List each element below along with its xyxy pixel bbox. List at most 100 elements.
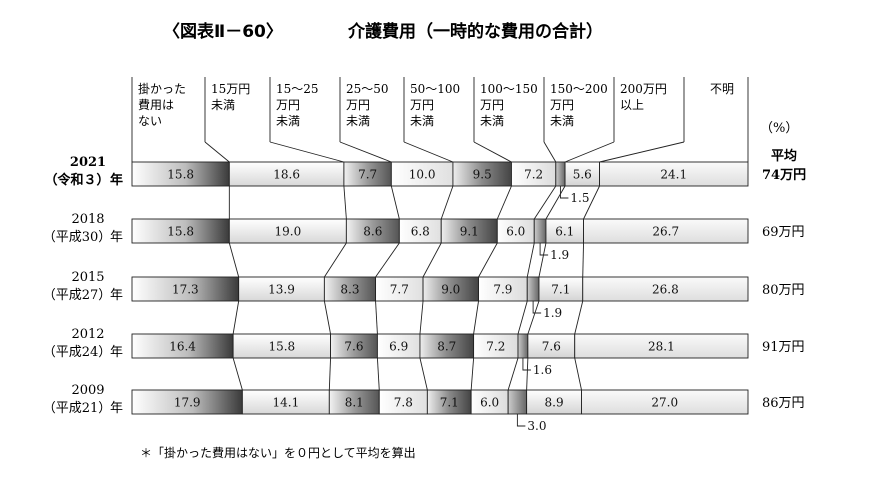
- bar-segment-over200: [526, 389, 582, 415]
- bar-segment-15to25: [345, 218, 400, 244]
- category-header-150to200: 150～200: [550, 82, 608, 96]
- category-header-lines: [131, 77, 749, 163]
- average-value: 74万円: [762, 168, 806, 183]
- data-label-100to150: 7.2: [524, 168, 543, 182]
- header-connector: [543, 141, 557, 163]
- connector-line: [545, 185, 566, 220]
- average-value: 80万円: [762, 283, 805, 298]
- bar-segment-15to25: [323, 276, 377, 302]
- header-connector: [339, 141, 392, 163]
- category-header-unknown: 不明: [710, 82, 734, 96]
- header-connector: [473, 141, 512, 163]
- category-header-15to25: 未満: [276, 114, 300, 128]
- bar-segment-50to100: [426, 389, 472, 415]
- bar-segment-none: [131, 161, 230, 187]
- year-label: 2015: [71, 270, 104, 285]
- connector-line: [507, 357, 519, 391]
- bar-segment-unknown: [581, 389, 749, 415]
- bar-segment-none: [131, 333, 234, 359]
- connector-line: [526, 242, 535, 278]
- header-connector: [564, 141, 615, 163]
- category-header-over200: 以上: [620, 98, 644, 112]
- category-header-over200: 200万円: [620, 82, 667, 96]
- category-header-25to50: 万円: [346, 98, 370, 112]
- data-label-100to150: 6.0: [506, 225, 525, 239]
- bar-segment-under15: [238, 276, 325, 302]
- data-label-15to25: 8.3: [340, 283, 359, 297]
- year-label: 2009: [71, 383, 104, 398]
- bar-segment-under15: [228, 161, 345, 187]
- bar-segment-none: [131, 389, 243, 415]
- data-label-150to200: 1.5: [570, 191, 589, 205]
- connector-line: [574, 300, 584, 335]
- bar-segment-over200: [538, 276, 584, 302]
- data-label-50to100: 8.7: [437, 340, 456, 354]
- data-label-under15: 19.0: [274, 225, 301, 239]
- connector-line: [422, 242, 442, 278]
- bar-segment-unknown: [583, 218, 749, 244]
- data-label-none: 15.8: [167, 225, 194, 239]
- bar-segment-over200: [564, 161, 600, 187]
- category-headers: 掛かった費用はない15万円未満15～25万円未満25～50万円未満50～100万…: [138, 81, 734, 128]
- segment-connectors: [228, 185, 600, 391]
- year-suffix: 年: [110, 401, 123, 416]
- connector-line: [440, 185, 454, 220]
- connector-line: [527, 300, 540, 335]
- callout-line: [516, 414, 526, 427]
- stacked-bars: 15.8 18.6 7.7 10.0 9.5 7.2 1.5 5.6 24.1 15.8 19.0 8…: [131, 161, 749, 433]
- category-header-50to100: 万円: [410, 98, 434, 112]
- category-header-15to25: 15～25: [276, 82, 319, 96]
- category-header-100to150: 万円: [480, 98, 504, 112]
- connector-line: [473, 300, 479, 335]
- data-label-25to50: 6.9: [389, 340, 408, 354]
- data-label-15to25: 8.1: [345, 396, 364, 410]
- bar-segment-50to100: [422, 276, 479, 302]
- bar-segment-150to200: [533, 218, 547, 244]
- bar-segment-50to100: [419, 333, 475, 359]
- bar-segment-25to50: [375, 276, 424, 302]
- data-label-over200: 7.1: [551, 283, 570, 297]
- category-header-15to25: 万円: [276, 98, 300, 112]
- data-label-none: 17.3: [172, 283, 199, 297]
- bar-segment-150to200: [555, 161, 566, 187]
- data-label-150to200: 1.9: [543, 306, 562, 320]
- category-header-none: ない: [138, 114, 162, 128]
- average-value: 91万円: [762, 340, 805, 355]
- data-label-over200: 8.9: [545, 396, 564, 410]
- callout-line: [522, 358, 531, 371]
- data-label-unknown: 26.8: [652, 283, 679, 297]
- connector-line: [390, 185, 400, 220]
- chart-title-right: 介護費用（一時的な費用の合計）: [347, 21, 603, 42]
- year-label: 2021: [70, 155, 106, 170]
- callout-line: [532, 301, 542, 314]
- bar-segment-under15: [232, 333, 332, 359]
- connector-line: [517, 300, 528, 335]
- data-label-15to25: 7.7: [358, 168, 377, 182]
- data-label-over200: 5.6: [573, 168, 592, 182]
- category-header-none: 費用は: [138, 97, 174, 112]
- bar-segment-under15: [241, 389, 330, 415]
- data-label-over200: 7.6: [542, 340, 561, 354]
- bar-segment-25to50: [398, 218, 442, 244]
- connector-line: [470, 357, 475, 391]
- bar-row-2012: 16.4 15.8 7.6 6.9 8.7 7.2 1.6 7.6 28.1: [131, 333, 749, 377]
- category-header-50to100: 未満: [410, 114, 434, 128]
- data-label-50to100: 9.1: [460, 225, 479, 239]
- data-label-100to150: 7.9: [493, 283, 512, 297]
- bar-row-2018: 15.8 19.0 8.6 6.8 9.1 6.0 1.9 6.1 26.7: [131, 218, 749, 262]
- bar-segment-100to150: [496, 218, 535, 244]
- bar-segment-over200: [527, 333, 576, 359]
- era-label: （平成27）: [43, 288, 112, 303]
- bar-segment-unknown: [582, 276, 749, 302]
- data-label-unknown: 26.7: [652, 225, 679, 239]
- bar-row-2021: 15.8 18.6 7.7 10.0 9.5 7.2 1.5 5.6 24.1: [131, 161, 749, 205]
- data-label-150to200: 1.6: [533, 363, 552, 377]
- bar-segment-unknown: [574, 333, 749, 359]
- category-header-150to200: 万円: [550, 98, 574, 112]
- bar-segment-100to150: [470, 389, 509, 415]
- connector-line: [324, 242, 347, 278]
- connector-line: [232, 357, 243, 391]
- data-label-unknown: 28.1: [648, 340, 675, 354]
- category-header-150to200: 未満: [550, 114, 574, 128]
